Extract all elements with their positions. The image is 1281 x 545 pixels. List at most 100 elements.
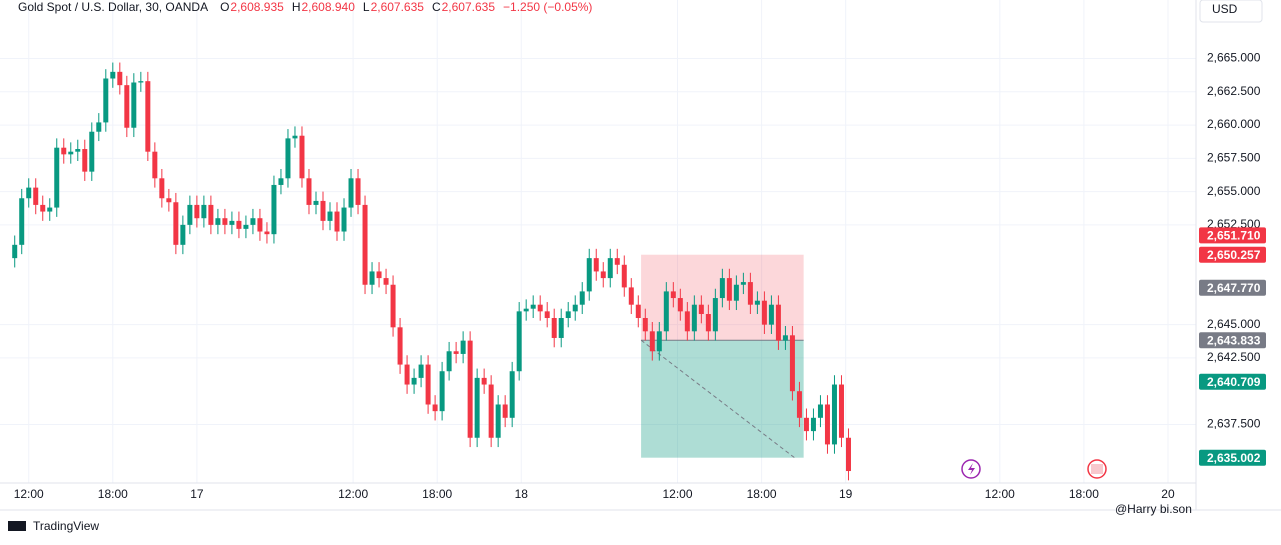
candle-body (628, 287, 634, 305)
candle-body (411, 377, 417, 385)
candle-body (607, 258, 613, 279)
price-badge-label: 2,635.002 (1207, 451, 1261, 465)
y-tick-label: 2,637.500 (1207, 417, 1261, 431)
candle-body (474, 377, 480, 438)
candle-body (159, 178, 165, 199)
ohlc-key: O (220, 0, 229, 14)
price-badge (1199, 227, 1266, 244)
candle-body (488, 384, 494, 438)
candle-body (446, 351, 452, 372)
candle-body (320, 200, 326, 221)
x-tick-label: 12:00 (663, 487, 693, 501)
candle-body (691, 304, 697, 332)
candle-body (579, 291, 585, 305)
candle-body (670, 291, 676, 299)
candle-body (698, 304, 704, 315)
candle-body (621, 264, 627, 288)
candle-body (810, 417, 816, 432)
candle-body (271, 184, 277, 235)
target-zone (641, 340, 804, 458)
candle-body (600, 271, 606, 279)
candle-body (425, 364, 431, 405)
candle-body (250, 218, 256, 225)
y-tick-label: 2,657.500 (1207, 151, 1261, 165)
candle-body (635, 304, 641, 319)
x-tick-label: 12:00 (14, 487, 44, 501)
candle-body (509, 371, 515, 418)
candle-body (208, 204, 214, 225)
candle-body (187, 204, 193, 225)
candle-body (138, 81, 144, 83)
y-tick-label: 2,645.000 (1207, 317, 1261, 331)
candle-body (68, 151, 74, 155)
candle-body (502, 404, 508, 418)
ohlc-value: 2,608.940 (301, 0, 355, 14)
candle-body (264, 231, 270, 235)
candle-body (460, 340, 466, 354)
candle-body (131, 82, 137, 128)
candle-body (89, 131, 95, 172)
watermark: @Harry bi.son (1115, 502, 1192, 516)
price-badge (1199, 279, 1266, 296)
candle-body (327, 211, 333, 221)
price-badge (1199, 449, 1266, 466)
candle-body (96, 122, 102, 132)
candle-body (817, 404, 823, 418)
price-badge (1199, 332, 1266, 349)
candle-body (404, 364, 410, 385)
candle-body (47, 207, 53, 212)
candle-body (369, 271, 375, 285)
candle-body (593, 258, 599, 272)
candle-body (705, 314, 711, 332)
candle-body (236, 220, 242, 229)
x-tick-label: 18:00 (1069, 487, 1099, 501)
candle-body (803, 417, 809, 432)
candle-body (551, 318, 557, 338)
price-badge-label: 2,640.709 (1207, 375, 1261, 389)
brand-logo (8, 521, 26, 531)
candle-body (40, 204, 46, 212)
event-icon-bolt (968, 463, 975, 475)
x-tick-label: 12:00 (985, 487, 1015, 501)
candle-body (397, 327, 403, 365)
trade-path (640, 339, 795, 459)
x-tick-label: 18:00 (747, 487, 777, 501)
candle-body (292, 135, 298, 139)
candle-body (362, 204, 368, 285)
y-tick-label: 2,655.000 (1207, 184, 1261, 198)
candle-body (789, 335, 795, 392)
candle-body (12, 244, 18, 259)
candle-body (516, 311, 522, 372)
candle-body (355, 178, 361, 205)
candle-body (481, 377, 487, 385)
candle-body (75, 149, 81, 152)
price-badge-label: 2,651.710 (1207, 229, 1261, 243)
currency-button[interactable] (1199, 0, 1263, 23)
x-tick-label: 20 (1161, 487, 1175, 501)
candle-body (453, 351, 459, 354)
symbol-title: Gold Spot / U.S. Dollar, 30, OANDA (18, 0, 208, 14)
candle-body (278, 178, 284, 185)
candle-body (348, 178, 354, 208)
candle-body (383, 278, 389, 285)
candle-body (418, 364, 424, 378)
candle-body (439, 371, 445, 412)
candle-body (222, 218, 228, 225)
candle-body (33, 187, 39, 205)
candle-body (180, 224, 186, 245)
price-badge-label: 2,647.770 (1207, 281, 1261, 295)
candle-body (712, 298, 718, 332)
candle-body (845, 437, 851, 472)
candle-body (173, 202, 179, 245)
y-tick-label: 2,642.500 (1207, 350, 1261, 364)
candle-body (677, 298, 683, 312)
candles (12, 62, 851, 481)
candle-body (117, 71, 123, 86)
candle-body (684, 311, 690, 332)
candle-body (82, 149, 88, 172)
currency[interactable]: USD (1212, 2, 1238, 16)
brand: TradingView (33, 519, 99, 533)
